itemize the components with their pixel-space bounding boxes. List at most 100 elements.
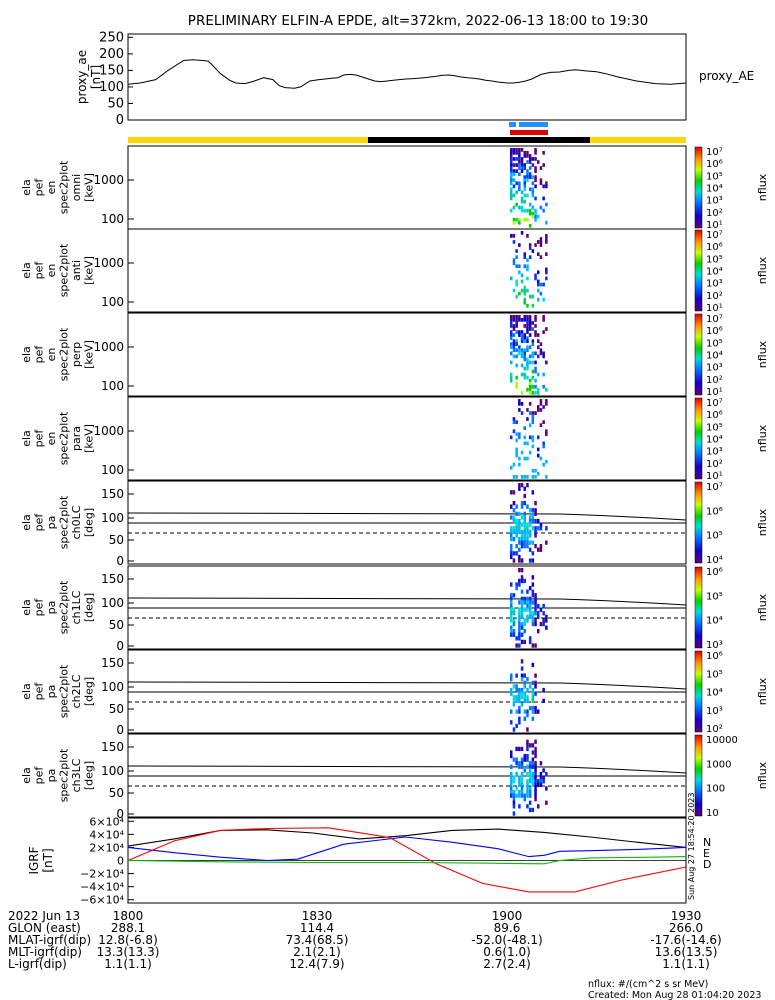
spectrogram-cell xyxy=(523,288,526,293)
spectrogram-cell xyxy=(515,586,518,591)
spectrogram-cell xyxy=(526,789,529,795)
spectrogram-cell xyxy=(520,522,524,527)
spectrogram-cell xyxy=(526,387,529,392)
spectrogram-cell xyxy=(510,172,513,176)
spectrogram-cell xyxy=(515,339,518,343)
spectrogram-cell xyxy=(512,629,516,634)
spectrogram-cell xyxy=(512,288,516,293)
spectrogram-cell xyxy=(545,786,548,791)
spectrogram-cell xyxy=(526,208,529,213)
spectrogram-cell xyxy=(515,163,518,167)
spectrogram-cell xyxy=(518,558,521,563)
spectrogram-cell xyxy=(528,705,532,711)
spectrogram-cell xyxy=(534,184,537,189)
spectrogram-cell xyxy=(512,702,516,707)
spectrogram-cell xyxy=(539,522,543,527)
spectrogram-cell xyxy=(526,804,529,809)
spectrogram-cell xyxy=(526,746,529,752)
panel-ytick-label: 100 xyxy=(101,379,124,393)
panel-ylabel: ela xyxy=(20,767,33,784)
spectrogram-cell xyxy=(545,276,548,281)
spectrogram-cell xyxy=(510,372,513,377)
spectrogram-cell xyxy=(537,447,540,452)
spectrogram-cell xyxy=(528,360,532,365)
panel-ylabel: spec2plot xyxy=(58,411,71,465)
spectrogram-cell xyxy=(518,166,521,170)
panel-ytick-label: 100 xyxy=(101,463,124,477)
spectrogram-cell xyxy=(534,324,537,328)
colorbar-tick-label: 10⁵ xyxy=(706,171,723,182)
spectrogram-cell xyxy=(520,348,524,353)
colorbar-tick-label: 10⁶ xyxy=(706,651,723,662)
panel-ytick-label: 150 xyxy=(101,572,124,586)
spectrogram-cell xyxy=(518,333,521,337)
spectrogram-cell xyxy=(528,614,532,619)
spectrogram-cell xyxy=(512,536,516,542)
spectrogram-cell xyxy=(537,288,540,293)
spectrogram-cell xyxy=(518,408,521,412)
colorbar-label: nflux xyxy=(756,424,769,452)
spectrogram-cell xyxy=(512,529,516,534)
spectrogram-cell xyxy=(534,178,537,183)
spectrogram-cell xyxy=(523,178,526,183)
table-cell: 13.6(13.5) xyxy=(655,945,718,959)
ae-ytick-label: 250 xyxy=(99,30,124,45)
spectrogram-cell xyxy=(523,285,526,290)
table-header: 1900 xyxy=(492,909,523,923)
spectrogram-cell xyxy=(515,169,518,173)
panel-ytick-label: 50 xyxy=(109,702,124,716)
spectrogram-cell xyxy=(537,526,540,531)
spectrogram-cell xyxy=(518,264,521,269)
spectrogram-cell xyxy=(528,789,532,795)
spectrogram-cell xyxy=(531,761,535,766)
footer-units: nflux: #/(cm^2 s sr MeV) xyxy=(588,979,708,990)
spectrogram-cell xyxy=(518,318,521,322)
colorbar-tick-label: 10² xyxy=(706,291,723,302)
spectrogram-cell xyxy=(531,420,535,424)
spectrogram-cell xyxy=(510,607,513,612)
spectrogram-cell xyxy=(510,764,513,769)
spectrogram-cell xyxy=(523,757,526,762)
panel-ylabel: ch0LC xyxy=(70,505,83,539)
spectrogram-cell xyxy=(512,508,516,513)
spectrogram-cell xyxy=(545,270,548,275)
panel-ylabel: ch1LC xyxy=(70,590,83,624)
spectrogram-cell xyxy=(520,775,524,780)
panel-ytick-label: 150 xyxy=(101,740,124,754)
spectrogram-cell xyxy=(515,786,518,791)
spectrogram-cell xyxy=(512,205,516,210)
colorbar-tick-label: 10⁵ xyxy=(706,338,723,349)
colorbar-label: nflux xyxy=(756,256,769,284)
spectrogram-cell xyxy=(512,178,516,183)
spectrogram-cell xyxy=(523,536,526,542)
spectrogram-cell xyxy=(539,240,543,244)
colorbar-tick-label: 10000 xyxy=(706,735,738,746)
panel-ytick-label: 50 xyxy=(109,786,124,800)
table-cell: -52.0(-48.1) xyxy=(471,933,542,947)
spectrogram-cell xyxy=(510,533,513,538)
spectrogram-cell xyxy=(515,279,518,284)
spectrogram-cell xyxy=(528,160,532,164)
spectrogram-cell xyxy=(526,321,529,325)
science-zone-bar-blue-1 xyxy=(509,122,516,127)
spectrogram-cell xyxy=(526,339,529,343)
spectrogram-cell xyxy=(518,511,521,516)
spectrogram-cell xyxy=(510,786,513,791)
spectrogram-cell xyxy=(523,336,526,340)
spectrogram-cell xyxy=(518,522,521,527)
colorbar-tick-label: 10⁴ xyxy=(706,184,723,195)
colorbar-tick-label: 10¹ xyxy=(706,220,723,231)
spectrogram-cell xyxy=(518,148,521,152)
spectrogram-cell xyxy=(520,596,524,601)
panel-ylabel: pa xyxy=(45,516,58,530)
spectrogram-cell xyxy=(534,754,537,759)
spectrogram-cell xyxy=(528,384,532,389)
spectrogram-cell xyxy=(515,757,518,762)
spectrogram-cell xyxy=(537,372,540,377)
spectrogram-cell xyxy=(523,372,526,377)
spectrogram-cell xyxy=(515,294,518,299)
spectrogram-cell xyxy=(512,558,516,563)
spectrogram-cell xyxy=(520,677,524,682)
spectrogram-cell xyxy=(523,252,526,256)
spectrogram-cell xyxy=(526,618,529,623)
